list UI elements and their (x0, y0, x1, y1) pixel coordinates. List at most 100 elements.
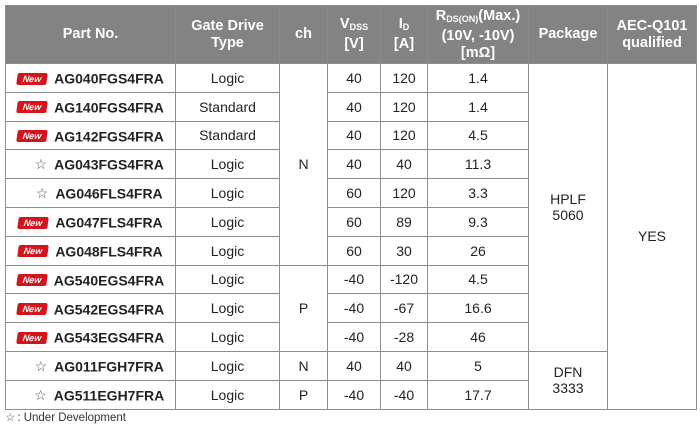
channel-cell: P (279, 264, 328, 352)
table-row: New AG040FGS4FRA Logic N 40 120 1.4 HPLF 5… (5, 63, 697, 410)
part-number: AG043FGS4FRA (54, 156, 164, 173)
new-badge-icon: New (16, 130, 48, 143)
vdss-cell: -40 (327, 293, 381, 324)
gate-drive-cell: Logic (175, 63, 280, 93)
part-number: AG140FGS4FRA (54, 99, 164, 116)
part-number-cell: ☆ AG511EGH7FRA (5, 379, 176, 410)
gate-drive-cell: Logic (175, 322, 280, 352)
new-badge-icon: New (15, 274, 48, 287)
id-cell: 120 (380, 91, 428, 122)
gate-drive-cell: Standard (175, 120, 280, 151)
table-row: New AG542EGS4FRA Logic -40 -67 16.6 (5, 293, 697, 324)
star-icon: ☆ (5, 412, 16, 424)
part-number: AG542EGS4FRA (53, 300, 165, 317)
part-number: AG040FGS4FRA (54, 70, 164, 87)
table-row: New AG142FGS4FRA Standard 40 120 4.5 (5, 120, 697, 151)
mosfet-spec-table: Part No. Gate Drive Type ch VDSS [V] ID [A]… (5, 5, 697, 410)
channel-cell: P (279, 379, 328, 410)
new-badge-icon: New (17, 216, 50, 229)
part-number-cell: ☆ AG011FGH7FRA (5, 350, 176, 381)
table-row: New AG140FGS4FRA Standard 40 120 1.4 (5, 91, 697, 122)
header-gate-drive: Gate Drive Type (175, 5, 280, 64)
package-cell: HPLF 5060 (528, 63, 608, 352)
gate-drive-cell: Logic (175, 235, 280, 266)
part-number-cell: New AG142FGS4FRA (5, 120, 176, 151)
part-number: AG048FLS4FRA (55, 243, 163, 260)
part-number-cell: New AG543EGS4FRA (5, 322, 176, 352)
part-number-cell: New AG542EGS4FRA (5, 293, 176, 324)
package-cell: DFN 3333 (528, 350, 608, 410)
part-number: AG011FGH7FRA (54, 358, 164, 375)
header-ch: ch (279, 5, 328, 64)
gate-drive-cell: Logic (175, 206, 280, 237)
part-number: AG047FLS4FRA (55, 214, 163, 231)
part-number-cell: ☆ AG043FGS4FRA (5, 149, 176, 180)
rds-on-cell: 9.3 (427, 206, 529, 237)
id-cell: -120 (380, 264, 428, 295)
vdss-cell: 40 (327, 63, 381, 93)
header-package: Package (528, 5, 608, 64)
rds-on-cell: 17.7 (427, 379, 529, 410)
part-number: AG511EGH7FRA (53, 387, 165, 404)
table-row: ☆ AG011FGH7FRA Logic N 40 40 5 DFN 3333 (5, 350, 697, 410)
rds-on-cell: 1.4 (427, 63, 529, 93)
id-cell: 30 (380, 235, 428, 266)
rds-on-cell: 11.3 (427, 149, 529, 180)
rds-on-cell: 46 (427, 322, 529, 352)
vdss-cell: 40 (327, 91, 381, 122)
new-badge-icon: New (16, 101, 48, 114)
table-row: New AG048FLS4FRA Logic 60 30 26 (5, 235, 697, 266)
rds-on-cell: 4.5 (427, 120, 529, 151)
table-header-row: Part No. Gate Drive Type ch VDSS [V] ID [A]… (5, 5, 697, 64)
table-row: New AG047FLS4FRA Logic 60 89 9.3 (5, 206, 697, 237)
id-cell: 89 (380, 206, 428, 237)
id-cell: 40 (380, 350, 428, 381)
gate-drive-cell: Standard (175, 91, 280, 122)
id-cell: 120 (380, 120, 428, 151)
id-cell: -67 (380, 293, 428, 324)
part-number-cell: New AG540EGS4FRA (5, 264, 176, 295)
header-part-no: Part No. (5, 5, 176, 64)
rds-on-cell: 26 (427, 235, 529, 266)
header-vdss: VDSS [V] (327, 5, 381, 64)
vdss-cell: 40 (327, 120, 381, 151)
star-icon: ☆ (35, 184, 49, 201)
table-row: ☆ AG046FLS4FRA Logic 60 120 3.3 (5, 178, 697, 208)
header-rds-on: RDS(ON)(Max.) (10V, -10V) [mΩ] (427, 5, 529, 64)
vdss-cell: 60 (327, 235, 381, 266)
new-badge-icon: New (16, 72, 48, 85)
vdss-cell: 40 (327, 149, 381, 180)
part-number-cell: ☆ AG046FLS4FRA (5, 178, 176, 208)
part-number: AG540EGS4FRA (53, 272, 165, 289)
gate-drive-cell: Logic (175, 379, 280, 410)
table-row: ☆ AG511EGH7FRA Logic P -40 -40 17.7 (5, 379, 697, 410)
vdss-cell: 40 (327, 350, 381, 381)
rds-on-cell: 3.3 (427, 178, 529, 208)
rds-on-cell: 5 (427, 350, 529, 381)
gate-drive-cell: Logic (175, 149, 280, 180)
channel-cell: N (279, 350, 328, 381)
star-icon: ☆ (34, 156, 48, 173)
channel-cell: N (279, 63, 328, 266)
rds-on-cell: 1.4 (427, 91, 529, 122)
aec-qualified-cell: YES (607, 63, 697, 410)
rds-on-cell: 4.5 (427, 264, 529, 295)
id-cell: -40 (380, 379, 428, 410)
gate-drive-cell: Logic (175, 264, 280, 295)
part-number-cell: New AG048FLS4FRA (5, 235, 176, 266)
new-badge-icon: New (15, 302, 48, 315)
new-badge-icon: New (15, 331, 48, 344)
header-id: ID [A] (380, 5, 428, 64)
gate-drive-cell: Logic (175, 350, 280, 381)
vdss-cell: 60 (327, 178, 381, 208)
id-cell: -28 (380, 322, 428, 352)
vdss-cell: -40 (327, 264, 381, 295)
id-cell: 40 (380, 149, 428, 180)
gate-drive-cell: Logic (175, 178, 280, 208)
header-aec-q101: AEC-Q101 qualified (607, 5, 697, 64)
vdss-cell: 60 (327, 206, 381, 237)
footnote-text: : Under Development (17, 412, 126, 424)
part-number-cell: New AG140FGS4FRA (5, 91, 176, 122)
new-badge-icon: New (17, 245, 50, 258)
